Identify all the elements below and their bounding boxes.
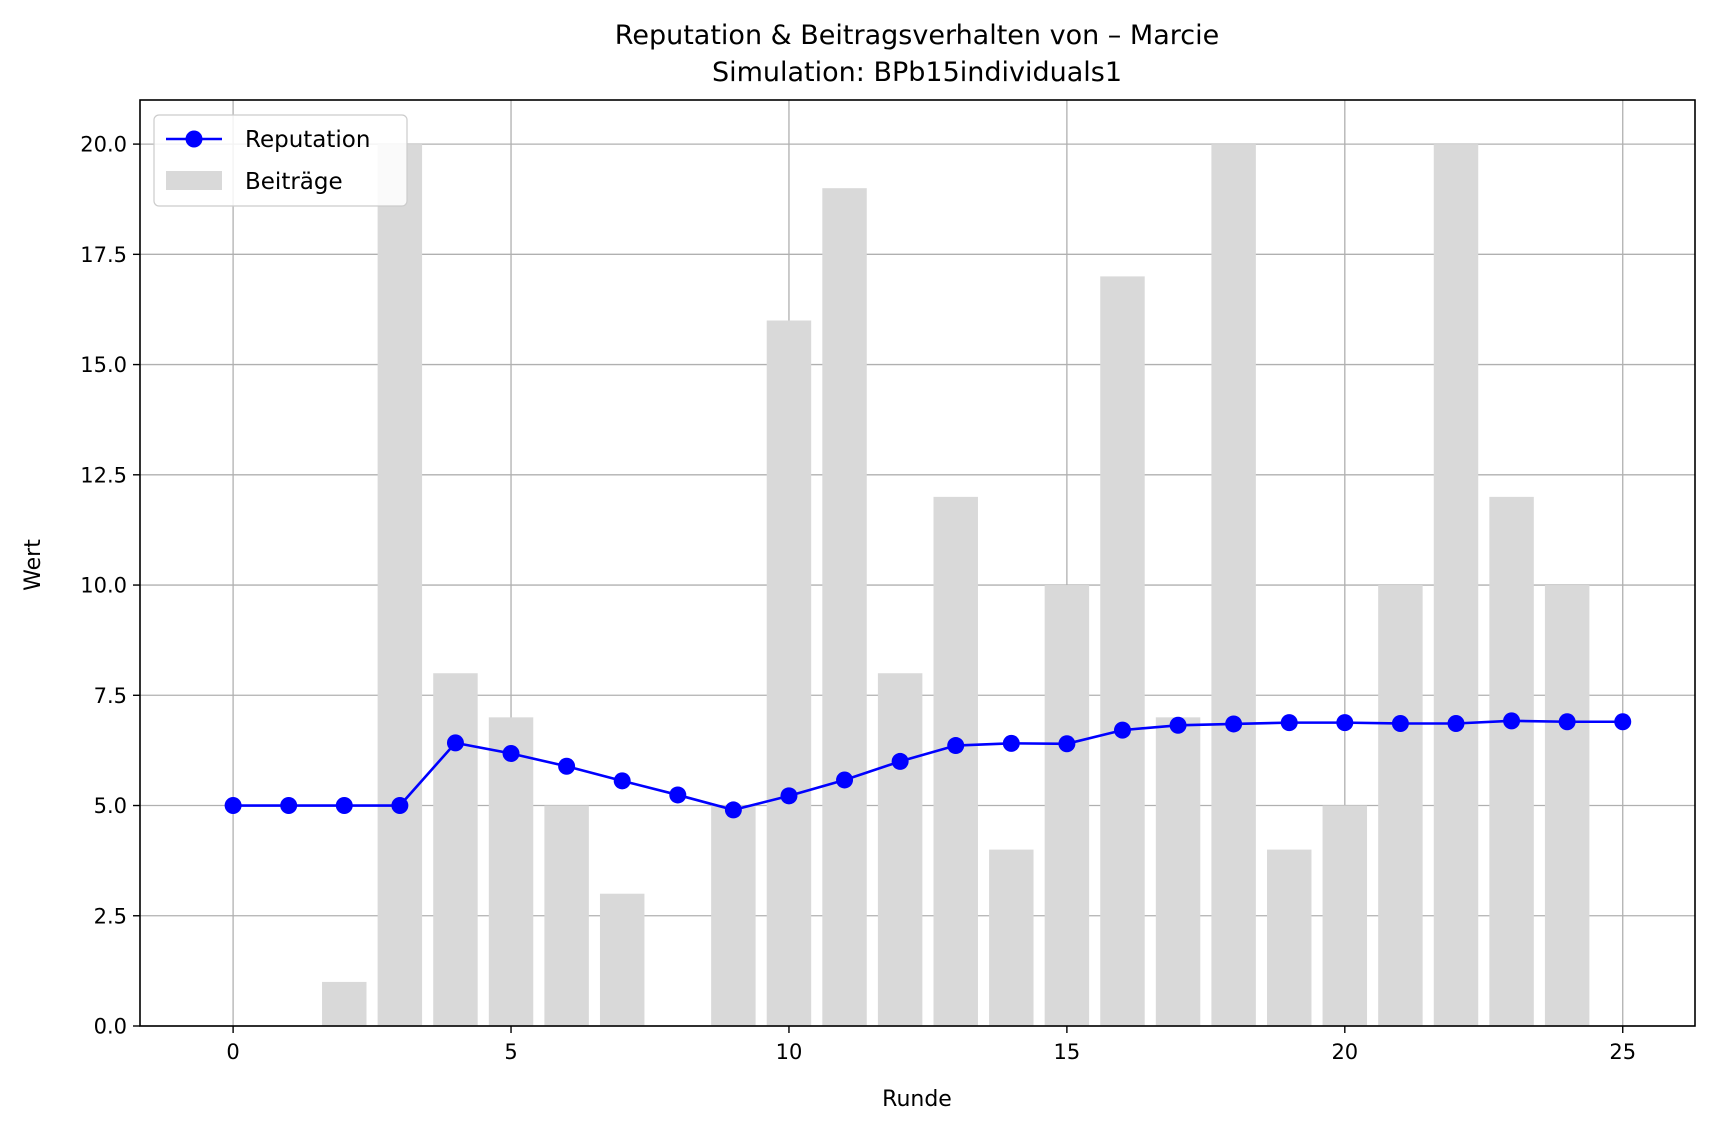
- reputation-point: [1503, 712, 1521, 730]
- y-tick-label: 17.5: [80, 243, 127, 267]
- chart-subtitle: Simulation: BPb15individuals1: [712, 57, 1122, 88]
- legend-beitraege-swatch: [166, 171, 222, 190]
- reputation-point: [1113, 721, 1131, 739]
- x-tick-label: 20: [1331, 1040, 1358, 1064]
- reputation-point: [1225, 715, 1243, 733]
- x-tick-label: 0: [226, 1040, 239, 1064]
- bar-beitraege: [711, 805, 756, 1026]
- line-series-reputation: [224, 712, 1632, 819]
- chart-title: Reputation & Beitragsverhalten von – Mar…: [615, 20, 1219, 51]
- bar-beitraege: [433, 673, 478, 1026]
- x-tick-label: 5: [504, 1040, 517, 1064]
- y-axis-label: Wert: [21, 539, 46, 591]
- y-tick-label: 7.5: [94, 684, 127, 708]
- bar-beitraege: [933, 496, 978, 1026]
- y-tick-label: 2.5: [94, 904, 127, 928]
- reputation-point: [1002, 734, 1020, 752]
- bar-beitraege: [1489, 496, 1534, 1026]
- reputation-point: [669, 786, 687, 804]
- bar-beitraege: [877, 673, 923, 1026]
- plot-frame: [139, 99, 1696, 1027]
- bar-beitraege: [599, 893, 645, 1026]
- reputation-point: [836, 771, 854, 789]
- reputation-point: [391, 797, 409, 815]
- bar-beitraege: [488, 717, 534, 1026]
- reputation-point: [558, 757, 576, 775]
- reputation-point: [724, 801, 742, 819]
- reputation-point: [1336, 714, 1354, 732]
- x-tick-label: 10: [776, 1040, 803, 1064]
- legend: Reputation Beiträge: [153, 114, 408, 207]
- bar-beitraege: [1155, 717, 1201, 1026]
- reputation-point: [224, 797, 242, 815]
- y-tick-label: 10.0: [80, 574, 127, 598]
- bar-beitraege: [822, 188, 867, 1026]
- legend-beitraege-label: Beiträge: [245, 169, 343, 195]
- reputation-point: [1058, 735, 1076, 753]
- reputation-point: [613, 772, 631, 790]
- x-tick-label: 15: [1054, 1040, 1081, 1064]
- reputation-point: [335, 797, 353, 815]
- reputation-point: [1391, 715, 1409, 733]
- legend-reputation-label: Reputation: [245, 127, 370, 153]
- reputation-line: [233, 719, 1623, 812]
- bar-beitraege: [1100, 276, 1145, 1026]
- y-tick-label: 5.0: [94, 794, 127, 818]
- reputation-point: [1169, 716, 1187, 734]
- reputation-point: [446, 734, 464, 752]
- legend-reputation-marker: [185, 130, 203, 148]
- reputation-point: [947, 737, 965, 755]
- bar-beitraege: [1433, 144, 1479, 1027]
- reputation-point: [780, 787, 798, 805]
- bar-beitraege: [766, 320, 812, 1026]
- reputation-point: [1558, 713, 1576, 731]
- y-tick-label: 20.0: [80, 133, 127, 157]
- y-tick-label: 12.5: [80, 463, 127, 487]
- bar-beitraege: [1211, 144, 1256, 1027]
- reputation-point: [280, 797, 298, 815]
- axis-ticks: 0 5 10 15 20 25 0.0 2.5 5.0 7.5 10.0 12.5 15.0 17.5 20…: [80, 133, 1636, 1064]
- bar-beitraege: [1044, 585, 1090, 1026]
- reputation-point: [502, 744, 520, 762]
- bar-beitraege: [544, 805, 589, 1026]
- reputation-point: [1447, 715, 1465, 733]
- x-tick-label: 25: [1609, 1040, 1636, 1064]
- bar-beitraege: [1322, 805, 1368, 1026]
- reputation-point: [1614, 713, 1632, 731]
- bar-beitraege: [322, 981, 367, 1026]
- bar-beitraege: [1378, 585, 1423, 1026]
- bar-series-beitraege: [322, 144, 1590, 1027]
- bar-beitraege: [377, 144, 423, 1027]
- x-axis-label: Runde: [882, 1087, 952, 1112]
- bar-beitraege: [989, 849, 1034, 1026]
- bar-beitraege: [1266, 849, 1312, 1026]
- y-tick-label: 0.0: [94, 1015, 127, 1039]
- reputation-point: [1280, 714, 1298, 732]
- reputation-point: [891, 752, 909, 770]
- y-tick-label: 15.0: [80, 353, 127, 377]
- bar-beitraege: [1544, 585, 1590, 1026]
